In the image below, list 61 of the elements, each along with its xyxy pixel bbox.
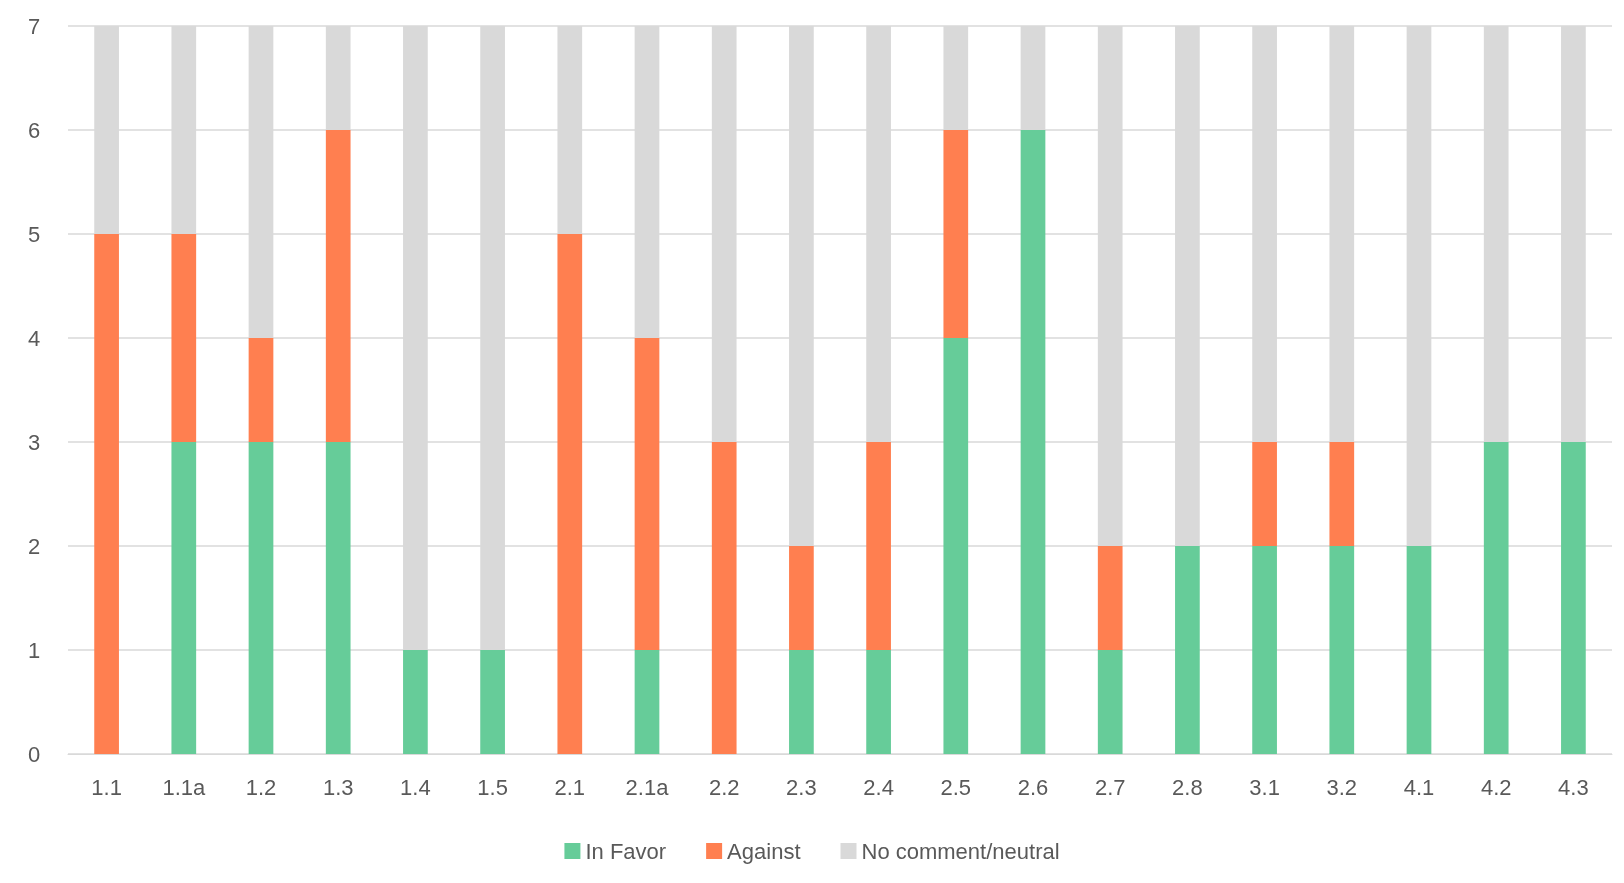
x-tick-label: 2.1 [554,774,586,800]
x-tick-label: 2.6 [1017,774,1049,800]
bar [325,130,351,442]
bar [1252,442,1277,546]
bar [634,338,660,650]
x-tick-label: 2.4 [863,774,894,800]
y-tick-label: 5 [28,221,41,247]
x-tick-label: 4.3 [1558,774,1589,800]
y-tick-label: 6 [28,117,41,143]
bar [171,442,197,754]
bar [789,546,814,650]
x-tick-label: 2.8 [1172,774,1203,800]
x-tick-label: 2.7 [1094,774,1126,800]
bar [1561,442,1586,754]
y-tick-label: 2 [28,533,41,559]
bar [943,338,969,754]
x-tick-label: 2.3 [786,774,817,800]
x-tick-label: 3.1 [1249,774,1280,800]
bar [94,234,119,754]
legend-label: In Favor [585,838,667,864]
x-tick-label: 1.3 [322,774,354,800]
y-tick-label: 4 [28,325,41,351]
x-tick-label: 2.5 [940,774,972,800]
bar [866,650,891,754]
bar [1175,546,1200,754]
x-tick-label: 1.1a [162,774,206,800]
x-tick-label: 3.2 [1326,774,1358,800]
bar [480,650,505,754]
bar [711,442,737,754]
bar [1406,546,1432,754]
bar [325,442,351,754]
x-tick-label: 1.4 [400,774,431,800]
bar [1097,650,1123,754]
x-tick-label: 1.2 [245,774,277,800]
x-tick-label: 1.5 [477,774,508,800]
bar [789,650,814,754]
legend-label: Against [727,838,801,864]
x-tick-label: 4.1 [1403,774,1435,800]
legend-label: No comment/neutral [861,838,1060,864]
bar [1252,546,1277,754]
bar [248,442,274,754]
bar [248,338,274,442]
bar [403,650,428,754]
y-tick-label: 0 [28,741,41,767]
x-tick-label: 1.1 [91,774,122,800]
bar [1329,442,1355,546]
bar [1483,442,1509,754]
x-tick-label: 4.2 [1480,774,1512,800]
bar [866,442,891,650]
bar [171,234,197,442]
bar [634,650,660,754]
bar [1329,546,1355,754]
y-tick-label: 7 [28,13,41,39]
bar [557,234,583,754]
bar [943,130,969,338]
x-tick-label: 2.1a [625,774,670,800]
bar [1097,546,1123,650]
bar [1020,130,1046,754]
x-tick-label: 2.2 [708,774,740,800]
y-tick-label: 1 [28,637,41,663]
y-tick-label: 3 [28,429,41,455]
